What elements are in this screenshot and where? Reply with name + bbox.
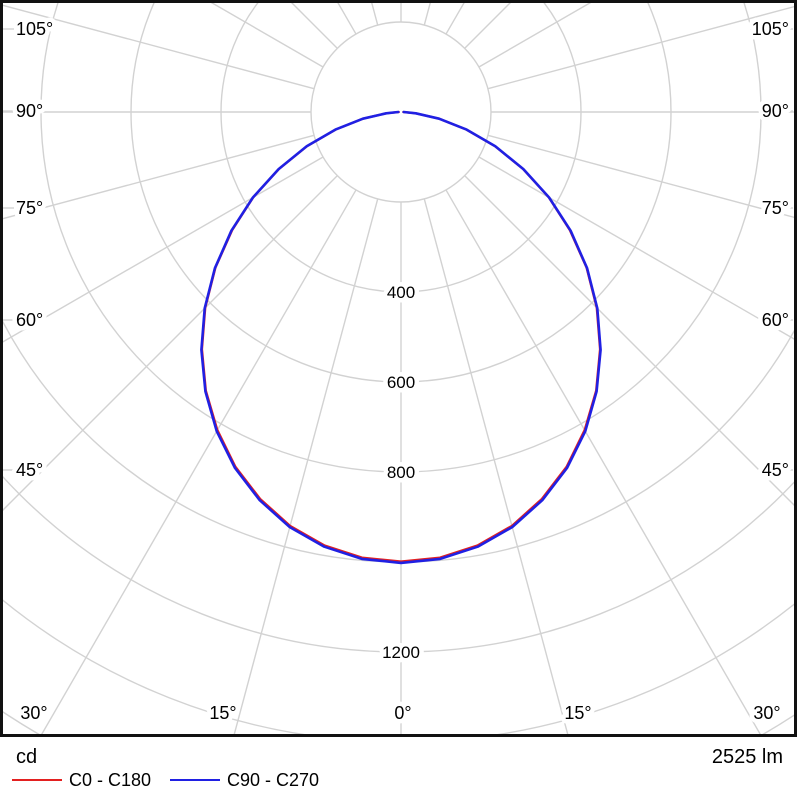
- angle-label-left-90°: 90°: [16, 101, 43, 121]
- angle-label-right-45°: 45°: [762, 460, 789, 480]
- angle-label-bottom-3: 15°: [564, 703, 591, 723]
- angle-label-right-75°: 75°: [762, 198, 789, 218]
- plot-background: [0, 0, 800, 738]
- total-flux-label: 2525 lm: [711, 746, 783, 768]
- legend-item-c90-c270: C90 - C270: [170, 770, 319, 790]
- grid-spoke-315: [3, 175, 338, 511]
- grid-spoke-15: [423, 198, 569, 734]
- c90-c270-line-swatch: [170, 779, 220, 781]
- angle-label-left-75°: 75°: [16, 198, 43, 218]
- legend-label-c90-c270: C90 - C270: [227, 769, 320, 790]
- grid-spoke-105: [487, 5, 794, 90]
- grid-spoke-255: [3, 4, 315, 90]
- ring-label-1200: 1200: [382, 643, 420, 662]
- grid-spoke-345: [233, 198, 379, 734]
- grid-spoke-240: [210, 3, 324, 68]
- grid-spoke-300: [3, 156, 324, 343]
- grid-spoke-45: [464, 175, 794, 506]
- grid-spoke-30: [445, 189, 761, 734]
- grid-spoke-60: [478, 156, 794, 340]
- ring-label-600: 600: [387, 373, 415, 392]
- angle-label-left-45°: 45°: [16, 460, 43, 480]
- ring-labels: 400 600 800 1200: [378, 279, 425, 667]
- ring-label-400: 400: [387, 283, 415, 302]
- legend-item-c0-c180: C0 - C180: [12, 770, 151, 790]
- angle-label-bottom-0: 30°: [20, 703, 47, 723]
- angle-label-left-105°: 105°: [16, 19, 53, 39]
- angle-label-right-90°: 90°: [762, 101, 789, 121]
- angle-label-right-105°: 105°: [752, 19, 789, 39]
- grid-spoke-330: [41, 189, 357, 734]
- grid-spoke-285: [3, 134, 315, 220]
- angle-label-bottom-1: 15°: [209, 703, 236, 723]
- angle-label-bottom-2: 0°: [394, 703, 411, 723]
- edge-ticks: [3, 28, 793, 471]
- angle-label-right-60°: 60°: [762, 310, 789, 330]
- intensity-curves: [200, 110, 602, 565]
- ring-label-800: 800: [387, 463, 415, 482]
- angle-label-left-60°: 60°: [16, 310, 43, 330]
- intensity-unit-label: cd: [16, 746, 38, 768]
- legend-label-c0-c180: C0 - C180: [69, 769, 152, 790]
- angle-labels: 105° 105° 90° 90° 75° 75° 60° 60° 45° 45° 30° 15° 0°…: [12, 15, 794, 728]
- angle-label-bottom-4: 30°: [753, 703, 780, 723]
- c0-c180-line-swatch: [12, 779, 62, 781]
- grid-spoke-120: [478, 3, 592, 68]
- polar-chart: 400 600 800 1200 105° 105° 90° 90° 75° 75° 60° 60° 4…: [0, 0, 800, 738]
- grid-spoke-75: [487, 134, 794, 219]
- plot-frame: [0, 0, 797, 737]
- curve-C90-C270: [200, 110, 602, 565]
